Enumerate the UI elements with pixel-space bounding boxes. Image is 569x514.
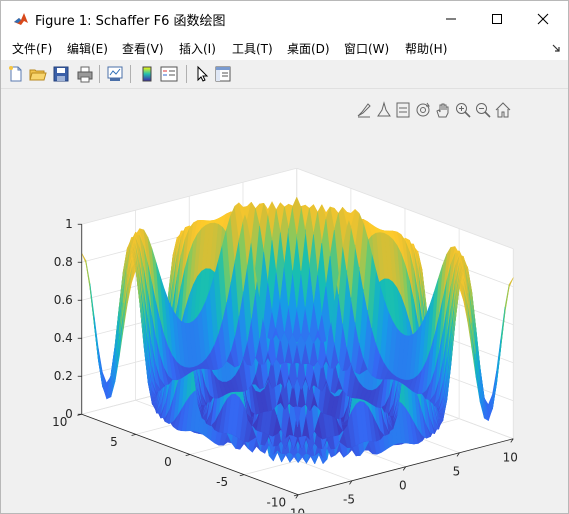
toolbar-separator [186, 65, 187, 83]
zoom-out-icon[interactable] [474, 101, 492, 119]
z-tick-label: 0 [65, 407, 73, 421]
menu-tools[interactable]: 工具(T) [232, 42, 273, 56]
save-icon[interactable] [52, 65, 70, 83]
y-tick-label: 0 [164, 455, 172, 469]
matlab-icon [13, 11, 29, 27]
close-button[interactable] [520, 1, 566, 36]
window-title: Figure 1: Schaffer F6 函数绘图 [35, 14, 226, 29]
pointer-icon[interactable] [193, 65, 211, 83]
menu-file[interactable]: 文件(F) [12, 42, 53, 56]
dock-arrow-icon[interactable] [551, 43, 561, 53]
open-folder-icon[interactable] [29, 65, 47, 83]
z-tick-label: 1 [65, 217, 73, 231]
maximize-icon [492, 13, 502, 24]
toolbar-separator [130, 65, 131, 83]
y-tick-label: 5 [110, 435, 118, 449]
z-tick-label: 0.4 [54, 331, 73, 345]
menu-desktop[interactable]: 桌面(D) [287, 42, 330, 56]
y-tick-label: -5 [216, 475, 228, 489]
minimize-icon [446, 18, 456, 19]
menu-bar: 文件(F) 编辑(E) 查看(V) 插入(I) 工具(T) 桌面(D) 窗口(W… [1, 36, 568, 60]
x-tick-label: 5 [453, 464, 461, 478]
property-inspector-icon[interactable] [214, 65, 232, 83]
toolbar-separator [99, 65, 100, 83]
zoom-in-icon[interactable] [454, 101, 472, 119]
home-icon[interactable] [494, 101, 512, 119]
menu-view[interactable]: 查看(V) [122, 42, 164, 56]
colorbar-icon[interactable] [138, 65, 156, 83]
legend-icon[interactable] [160, 65, 178, 83]
y-tick-label: 10 [52, 415, 67, 429]
menu-insert[interactable]: 插入(I) [179, 42, 216, 56]
x-tick-label: -5 [343, 492, 355, 506]
menu-edit[interactable]: 编辑(E) [67, 42, 108, 56]
minimize-button[interactable] [428, 1, 474, 36]
figure-toolbar [1, 60, 568, 89]
axis-lines [77, 223, 514, 499]
x-tick-label: 0 [399, 478, 407, 492]
rotate-3d-icon[interactable] [414, 101, 432, 119]
print-icon[interactable] [76, 65, 94, 83]
data-tips-icon[interactable] [375, 101, 393, 119]
x-tick-label: 10 [503, 450, 518, 464]
z-tick-label: 0.2 [54, 369, 73, 383]
close-icon [537, 13, 549, 24]
title-bar[interactable]: Figure 1: Schaffer F6 函数绘图 [1, 1, 568, 36]
link-plot-icon[interactable] [106, 65, 124, 83]
legend-toggle-icon[interactable] [394, 101, 412, 119]
surface-mesh [81, 196, 514, 464]
brush-icon[interactable] [355, 101, 373, 119]
x-tick-label: -10 [285, 506, 305, 513]
maximize-button[interactable] [474, 1, 520, 36]
z-tick-label: 0.6 [54, 293, 73, 307]
pan-icon[interactable] [434, 101, 452, 119]
menu-help[interactable]: 帮助(H) [405, 42, 448, 56]
z-tick-label: 0.8 [54, 255, 73, 269]
y-tick-label: -10 [266, 495, 286, 509]
menu-window[interactable]: 窗口(W) [344, 42, 390, 56]
new-figure-icon[interactable] [7, 65, 25, 83]
